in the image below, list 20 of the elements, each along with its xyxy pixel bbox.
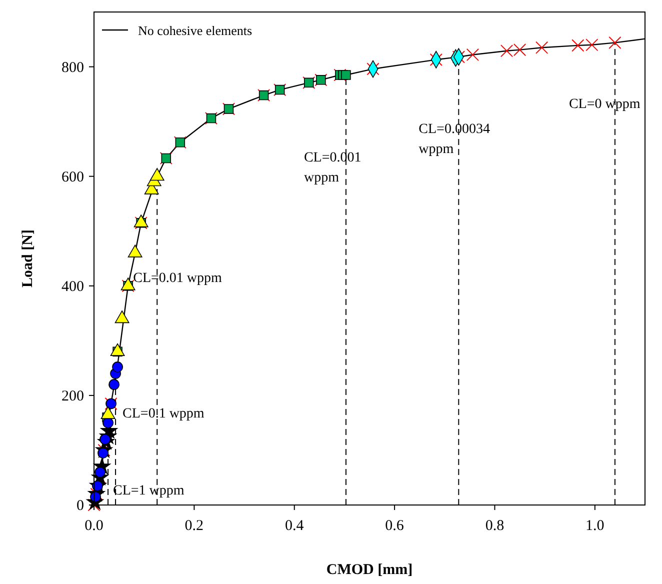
y-axis-title: Load [N] xyxy=(20,230,36,288)
annotation: CL=0.01 wppm xyxy=(133,271,222,286)
annotation: CL=1 wppm xyxy=(113,484,184,499)
legend-label: No cohesive elements xyxy=(138,23,252,38)
annotation: CL=0 wppm xyxy=(568,96,640,112)
x-tick-label: 0.8 xyxy=(485,518,504,534)
y-tick-label: 800 xyxy=(62,60,84,76)
x-tick-label: 1.0 xyxy=(586,518,604,534)
x-tick-label: 0.0 xyxy=(84,518,104,534)
x-tick-label: 0.4 xyxy=(284,518,304,534)
x-axis-title: CMOD [mm] xyxy=(326,562,413,578)
x-tick-label: 0.2 xyxy=(184,518,204,534)
y-tick-label: 600 xyxy=(62,169,84,186)
annotation: CL=0.001 wppm xyxy=(304,150,362,186)
y-tick-label: 200 xyxy=(62,388,84,404)
annotation: CL=0.00034 wppm xyxy=(418,122,490,157)
annotation: CL=0.1 wppm xyxy=(122,406,204,422)
x-tick-label: 0.6 xyxy=(385,518,404,534)
y-tick-label: 0 xyxy=(76,498,84,514)
y-tick-label: 400 xyxy=(62,278,84,295)
